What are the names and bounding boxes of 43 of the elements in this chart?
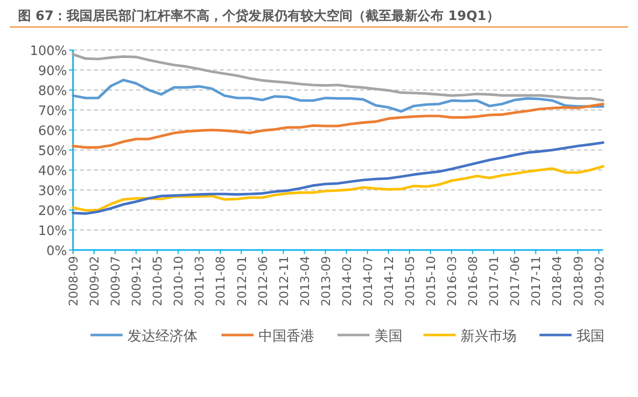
y-tick-label: 20% bbox=[38, 204, 67, 219]
x-tick-label: 2012-01 bbox=[234, 256, 249, 306]
x-tick-label: 2018-04 bbox=[550, 256, 564, 306]
title: 图 67：我国居民部门杠杆率不高，个贷发展仍有较大空间（截至最新公布 19Q1） bbox=[18, 9, 500, 24]
x-tick-label: 2009-12 bbox=[130, 256, 144, 306]
y-tick-label: 0% bbox=[46, 244, 67, 259]
x-tick-label: 2011-03 bbox=[192, 256, 207, 306]
x-tick-label: 2015-05 bbox=[403, 256, 418, 306]
x-tick-label: 2017-01 bbox=[487, 256, 502, 306]
y-tick-label: 50% bbox=[38, 144, 67, 159]
x-tick-label: 2011-08 bbox=[214, 256, 228, 306]
x-tick-label: 2009-02 bbox=[88, 256, 102, 306]
x-tick-label: 2014-02 bbox=[340, 256, 354, 306]
x-tick-label: 2012-11 bbox=[276, 256, 291, 306]
y-tick-label: 60% bbox=[38, 124, 67, 139]
x-tick-label: 2014-12 bbox=[382, 256, 396, 306]
y-tick-label: 30% bbox=[38, 184, 67, 199]
x-tick-label: 2017-11 bbox=[529, 256, 544, 306]
x-tick-label: 2010-10 bbox=[172, 256, 186, 306]
y-tick-label: 70% bbox=[38, 104, 67, 119]
y-tick-label: 40% bbox=[38, 164, 67, 179]
x-tick-label: 2017-06 bbox=[508, 256, 522, 306]
x-tick-label: 2015-10 bbox=[424, 256, 438, 306]
x-tick-label: 2016-08 bbox=[466, 256, 480, 306]
x-tick-label: 2013-04 bbox=[298, 256, 312, 306]
y-tick-label: 10% bbox=[38, 224, 67, 239]
legend-label: 发达经济体 bbox=[128, 328, 198, 344]
y-tick-label: 100% bbox=[30, 44, 67, 59]
legend-label: 新兴市场 bbox=[460, 328, 516, 344]
y-tick-label: 90% bbox=[38, 64, 67, 79]
legend-label: 我国 bbox=[576, 328, 604, 344]
y-tick-label: 80% bbox=[38, 84, 67, 99]
x-tick-label: 2019-02 bbox=[592, 256, 606, 306]
x-tick-label: 2010-05 bbox=[150, 256, 165, 306]
x-tick-label: 2008-09 bbox=[66, 256, 80, 306]
legend-label: 美国 bbox=[374, 328, 402, 344]
x-tick-label: 2009-07 bbox=[108, 256, 123, 306]
x-tick-label: 2013-09 bbox=[318, 256, 333, 306]
legend-label: 中国香港 bbox=[258, 328, 314, 344]
x-tick-label: 2014-07 bbox=[360, 256, 375, 306]
x-tick-label: 2016-03 bbox=[445, 256, 460, 306]
x-tick-label: 2012-06 bbox=[256, 256, 270, 306]
x-tick-label: 2018-09 bbox=[571, 256, 586, 306]
